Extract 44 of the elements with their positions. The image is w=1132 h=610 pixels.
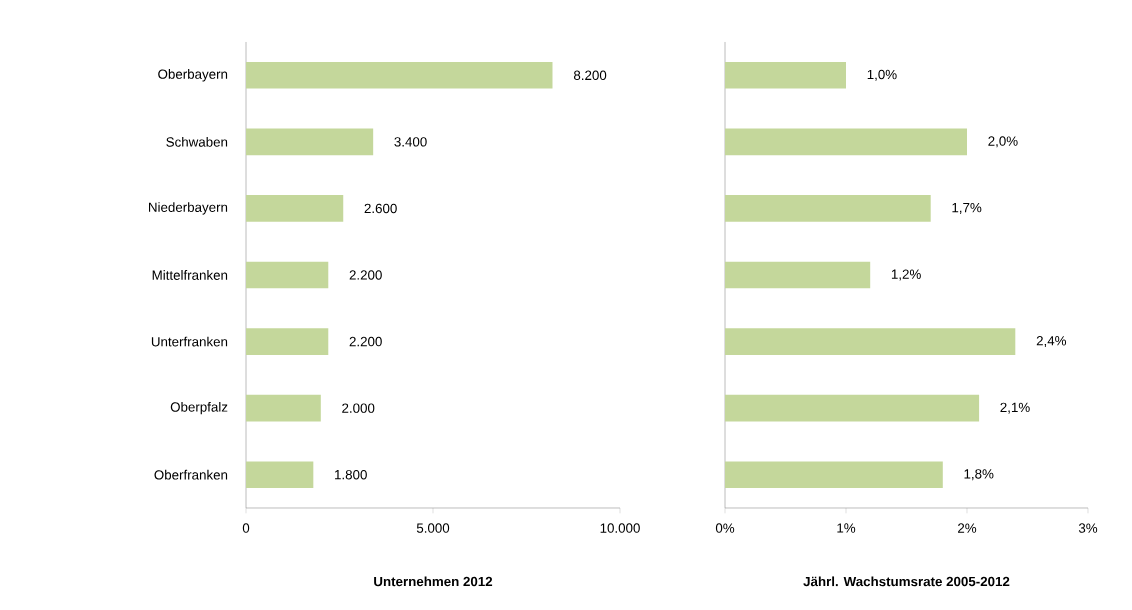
x-tick-label: 1% bbox=[837, 523, 856, 533]
bar bbox=[725, 328, 1016, 355]
data-label: 2.000 bbox=[342, 403, 375, 413]
data-label: 2.200 bbox=[349, 336, 382, 347]
bar bbox=[725, 394, 980, 422]
bar bbox=[725, 195, 931, 222]
x-tick-label: 10.000 bbox=[600, 523, 640, 533]
data-label: 1,7% bbox=[952, 202, 982, 214]
bar bbox=[246, 195, 344, 222]
bar bbox=[725, 61, 846, 89]
data-label: 2,0% bbox=[988, 136, 1018, 148]
data-label: 1,2% bbox=[891, 269, 921, 281]
bar bbox=[725, 261, 871, 289]
data-label: 2.200 bbox=[349, 270, 382, 280]
bar bbox=[246, 261, 329, 289]
y-tick-label: Oberfranken bbox=[154, 469, 228, 480]
data-label: 1,0% bbox=[867, 69, 897, 81]
x-tick-label: 0% bbox=[715, 523, 735, 533]
y-tick-label: Niederbayern bbox=[149, 202, 228, 215]
data-label: 1,8% bbox=[964, 469, 994, 481]
data-label: 2.600 bbox=[364, 203, 397, 214]
bar bbox=[725, 128, 967, 156]
x-tick-label: 0 bbox=[242, 523, 250, 533]
bar bbox=[246, 461, 314, 489]
y-tick-label: Oberpfalz bbox=[170, 401, 228, 415]
bar bbox=[246, 394, 321, 422]
y-tick-label: Mittelfranken bbox=[152, 270, 228, 280]
bar bbox=[246, 328, 329, 355]
x-tick-label: 3% bbox=[1078, 523, 1098, 533]
data-label: 8.200 bbox=[573, 70, 607, 80]
bar bbox=[246, 61, 553, 89]
bar bbox=[725, 461, 943, 489]
x-tick-label: 5.000 bbox=[416, 523, 450, 533]
x-axis-title: Unternehmen 2012 bbox=[374, 576, 493, 587]
data-label: 3.400 bbox=[394, 137, 427, 147]
x-tick-label: 2% bbox=[958, 523, 977, 533]
bar bbox=[246, 128, 374, 156]
y-tick-label: Schwaben bbox=[166, 136, 228, 147]
y-tick-label: Unterfranken bbox=[151, 336, 228, 347]
data-label: 2,4% bbox=[1036, 336, 1067, 348]
data-label: 2,1% bbox=[1000, 402, 1030, 414]
y-tick-label: Oberbayern bbox=[158, 69, 228, 82]
x-axis-title: Jährl. Wachstumsrate 2005-2012 bbox=[803, 576, 1010, 587]
data-label: 1.800 bbox=[335, 469, 367, 480]
